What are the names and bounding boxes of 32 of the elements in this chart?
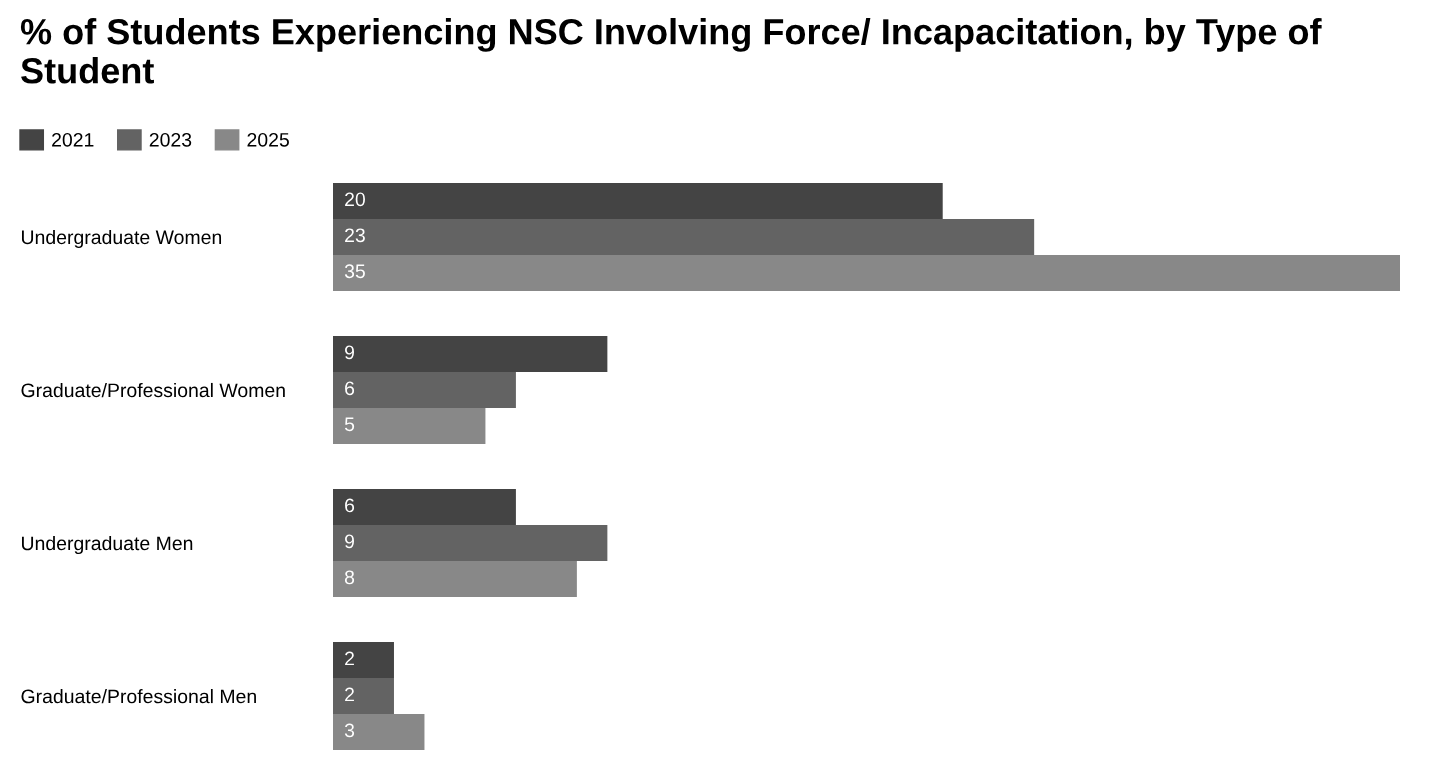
bar (333, 642, 394, 679)
bar (333, 372, 516, 408)
data-label: 2 (345, 651, 354, 666)
data-label: 2 (345, 687, 354, 702)
bar (333, 489, 516, 526)
legend-label: 2021 (52, 132, 94, 147)
bar (333, 183, 943, 219)
data-label: 8 (344, 570, 355, 585)
data-label: 5 (344, 417, 355, 432)
bar (333, 218, 1035, 255)
legend-label: 2023 (149, 132, 192, 147)
y-tick-label: Graduate/Professional Men (21, 689, 256, 704)
chart-title: % of Students Experiencing NSC Involving Force/ Incapacitation, by Type of Student (20, 18, 1322, 84)
bar (333, 254, 1400, 291)
data-label: 9 (345, 345, 354, 360)
data-label: 35 (344, 264, 365, 279)
data-label: 23 (345, 228, 365, 243)
y-tick-label: Undergraduate Women (22, 229, 222, 249)
bar (333, 525, 608, 561)
data-label: 6 (345, 381, 355, 396)
bar (333, 407, 486, 444)
data-label: 20 (345, 192, 365, 207)
bar (333, 336, 608, 372)
data-label: 9 (345, 534, 354, 549)
bar (333, 714, 425, 750)
data-label: 3 (344, 723, 355, 738)
bar (333, 561, 577, 597)
bar (333, 678, 394, 715)
legend-label: 2025 (247, 132, 289, 147)
y-tick-label: Undergraduate Men (22, 535, 193, 555)
data-label: 6 (345, 498, 355, 513)
y-tick-label: Graduate/Professional Women (21, 382, 285, 398)
